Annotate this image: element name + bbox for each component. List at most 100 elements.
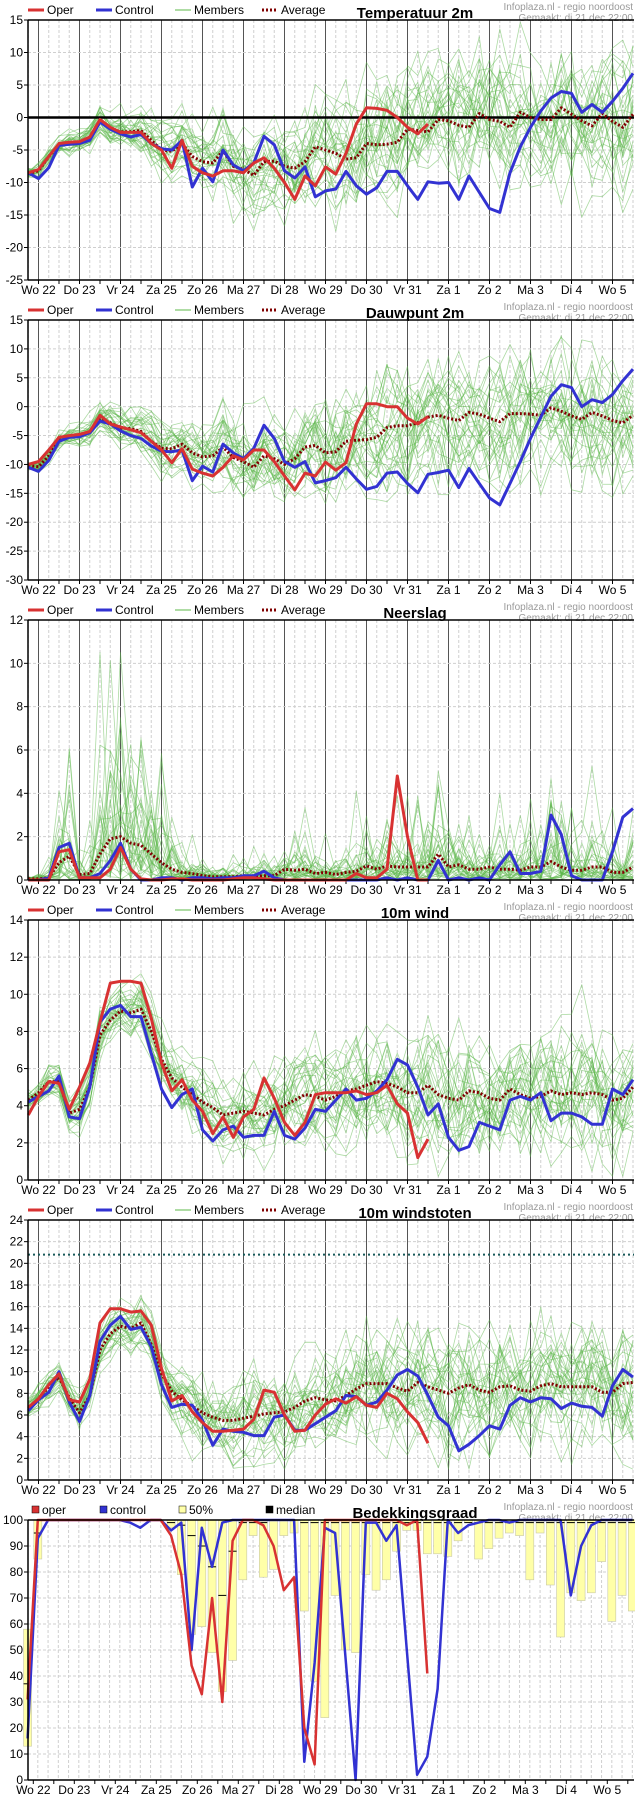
member-line xyxy=(28,989,634,1156)
member-line xyxy=(28,368,634,503)
y-tick-label: 22 xyxy=(10,1235,24,1249)
x-tick-label: Zo 26 xyxy=(187,583,218,597)
control-line xyxy=(27,1003,635,1152)
x-tick-label: Wo 5 xyxy=(599,583,627,597)
member-line xyxy=(27,1007,634,1130)
legend-item: Members xyxy=(175,303,244,317)
x-tick-label: Wo 22 xyxy=(21,283,56,297)
legend-item: Average xyxy=(262,3,326,17)
x-tick-label: Vr 24 xyxy=(106,1483,135,1497)
y-tick-label: 20 xyxy=(10,1256,24,1270)
legend-label: Oper xyxy=(47,303,74,317)
x-tick-label: Vr 31 xyxy=(393,583,422,597)
x-tick-label: Vr 24 xyxy=(106,1183,135,1197)
y-tick-label: 8 xyxy=(16,1024,23,1038)
x-tick-label: Zo 2 xyxy=(477,883,501,897)
y-tick-label: 40 xyxy=(10,1669,24,1683)
x-tick-label: Ma 3 xyxy=(512,1783,539,1797)
percentile-50-bar xyxy=(279,1519,289,1536)
y-tick-label: -25 xyxy=(6,273,24,287)
y-tick-label: 18 xyxy=(10,1278,24,1292)
y-tick-label: 0 xyxy=(16,1773,23,1787)
y-tick-label: 14 xyxy=(10,913,24,927)
legend-item: Oper xyxy=(28,303,74,317)
x-tick-label: Do 23 xyxy=(63,1183,95,1197)
y-tick-label: 6 xyxy=(16,743,23,757)
member-line xyxy=(28,349,634,503)
y-tick-label: 4 xyxy=(16,1430,23,1444)
percentile-50-bar xyxy=(484,1519,494,1549)
oper-line xyxy=(26,979,430,1160)
y-tick-label: -20 xyxy=(6,241,24,255)
y-tick-label: 10 xyxy=(10,656,24,670)
x-tick-label: Ma 27 xyxy=(227,883,261,897)
legend-item: Control xyxy=(96,603,154,617)
y-tick-label: -15 xyxy=(6,486,24,500)
member-line xyxy=(28,77,634,205)
legend-label: Average xyxy=(281,903,326,917)
x-tick-label: Do 23 xyxy=(63,283,95,297)
member-line xyxy=(28,355,634,494)
legend-item: Oper xyxy=(28,1203,74,1217)
legend-swatch xyxy=(265,1505,274,1514)
x-tick-label: Di 28 xyxy=(270,283,298,297)
y-tick-label: 90 xyxy=(10,1539,24,1553)
member-line xyxy=(28,790,634,881)
legend-item: Oper xyxy=(28,3,74,17)
member-line xyxy=(28,990,634,1171)
x-tick-label: Vr 31 xyxy=(393,883,422,897)
x-tick-label: Di 28 xyxy=(270,1483,298,1497)
member-line xyxy=(28,1308,634,1425)
member-line xyxy=(28,750,634,881)
legend-label: Members xyxy=(194,303,244,317)
y-tick-label: 6 xyxy=(16,1408,23,1422)
made-timestamp: Gemaakt: di 21 dec 22:00 xyxy=(518,1213,633,1224)
member-line xyxy=(27,1315,634,1466)
member-line xyxy=(27,1001,634,1157)
x-tick-label: Ma 27 xyxy=(222,1783,256,1797)
y-tick-label: -5 xyxy=(12,429,23,443)
x-tick-label: Wo 29 xyxy=(308,883,343,897)
x-tick-label: Di 4 xyxy=(561,1183,583,1197)
legend-item: Oper xyxy=(28,903,74,917)
y-tick-label: 12 xyxy=(10,613,24,627)
percentile-50-bar xyxy=(617,1519,627,1596)
control-line xyxy=(27,368,635,507)
control-line xyxy=(27,1314,634,1453)
y-tick-label: 80 xyxy=(10,1565,24,1579)
y-tick-label: 70 xyxy=(10,1591,24,1605)
legend-label: control xyxy=(110,1503,146,1517)
x-tick-label: Wo 5 xyxy=(599,883,627,897)
x-tick-label: Za 25 xyxy=(141,1783,172,1797)
member-line xyxy=(28,828,634,881)
x-tick-label: Za 1 xyxy=(436,583,460,597)
member-line xyxy=(28,1014,634,1140)
legend-item: Members xyxy=(175,1203,244,1217)
x-tick-label: Zo 2 xyxy=(477,1183,501,1197)
percentile-50-bar xyxy=(607,1519,617,1622)
source-label: Infoplaza.nl - regio noordoost xyxy=(503,902,633,913)
y-tick-label: 12 xyxy=(10,1343,24,1357)
member-line xyxy=(28,357,634,500)
member-line xyxy=(28,51,634,202)
source-label: Infoplaza.nl - regio noordoost xyxy=(503,1202,633,1213)
oper-line xyxy=(27,1307,430,1444)
x-tick-label: Wo 29 xyxy=(308,583,343,597)
member-line xyxy=(28,652,634,881)
y-tick-label: 100 xyxy=(3,1513,23,1527)
percentile-50-bar xyxy=(351,1519,360,1653)
y-tick-label: 2 xyxy=(16,1451,23,1465)
x-tick-label: Wo 29 xyxy=(308,283,343,297)
x-tick-label: Wo 22 xyxy=(21,583,56,597)
average-line xyxy=(28,835,634,881)
legend-item: Average xyxy=(262,303,326,317)
y-tick-label: 15 xyxy=(10,13,24,27)
member-line xyxy=(28,1305,634,1447)
y-tick-label: -10 xyxy=(6,176,24,190)
x-tick-label: Do 23 xyxy=(63,883,95,897)
y-tick-label: 8 xyxy=(16,1386,23,1400)
x-tick-label: Ma 27 xyxy=(227,1183,261,1197)
y-tick-label: 0 xyxy=(16,400,23,414)
x-tick-label: Do 30 xyxy=(350,283,382,297)
